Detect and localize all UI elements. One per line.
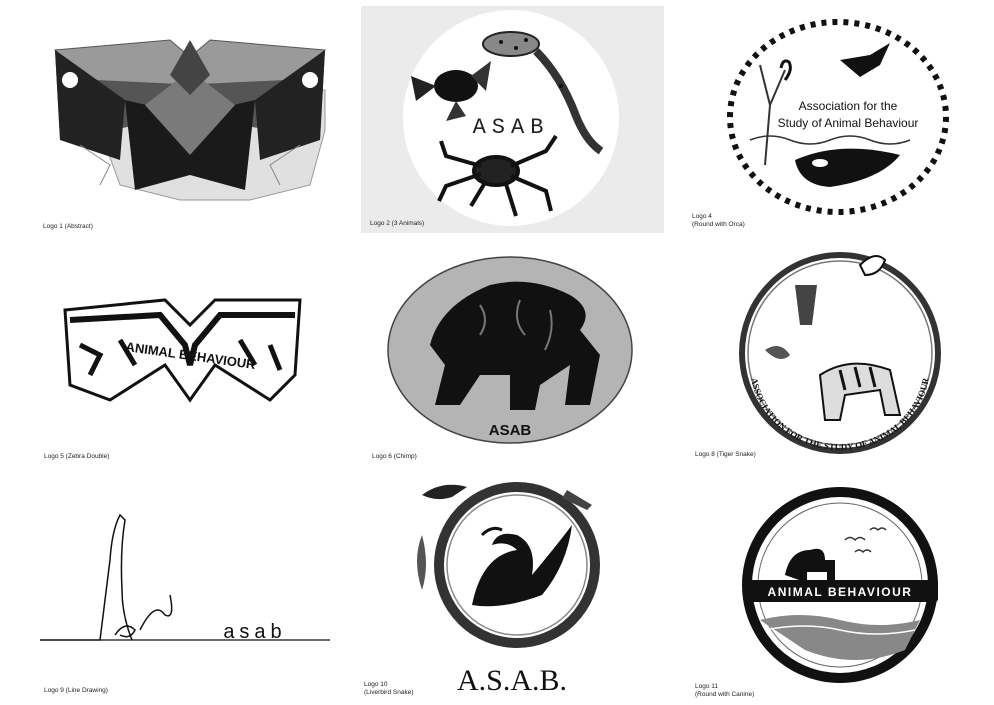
logo-9-line-drawing: asab Logo 9 (Line Drawing) — [40, 500, 340, 700]
bat-icon — [795, 285, 817, 325]
logo-5-zebra-double: ANIMAL BEHAVIOUR Logo 5 (Zebra Double) — [40, 285, 340, 465]
hummingbird-icon — [765, 346, 790, 359]
logo-4-caption: Logo 4 (Round with Orca) — [692, 213, 745, 229]
crow-icon — [422, 484, 467, 500]
logo-1-abstract: Logo 1 (Abstract) — [40, 35, 340, 230]
logo-1-graphic — [53, 39, 327, 201]
snail-icon — [114, 625, 136, 638]
logo-2-graphic: ASAB — [403, 10, 619, 226]
logo-1-caption: Logo 1 (Abstract) — [43, 223, 93, 230]
giraffe-icon — [40, 513, 133, 641]
logo-11-caption: Logo 11 (Round with Canine) — [695, 683, 754, 699]
logo-5-caption: Logo 5 (Zebra Double) — [44, 453, 110, 460]
logo-6-chimp: ASAB Logo 6 (Chimp) — [370, 255, 660, 465]
logo-2-caption: Logo 2 (3 Animals) — [370, 220, 425, 227]
logo-10-caption-line2: (Liverbird Snake) — [364, 689, 414, 696]
gecko-icon — [482, 31, 604, 155]
logo-10-graphic: A.S.A.B. — [417, 482, 600, 697]
logo-10-caption-line1: Logo 10 — [364, 681, 388, 688]
tarantula-icon — [437, 134, 558, 217]
logo-10-caption: Logo 10 (Liverbird Snake) — [364, 681, 414, 697]
canine-icon — [785, 548, 835, 580]
logo-4-caption-line1: Logo 4 — [692, 213, 712, 220]
liverbird-icon — [472, 525, 572, 607]
logo-8-graphic: ASSOCIATION FOR THE STUDY OF ANIMAL BEHA… — [739, 252, 941, 454]
logo-6-text: ASAB — [489, 422, 532, 439]
logo-4-graphic: Association for the Study of Animal Beha… — [727, 19, 949, 215]
bird-icon — [840, 43, 890, 77]
logo-11-graphic: ANIMAL BEHAVIOUR — [742, 487, 938, 683]
logo-4-round-orca: Association for the Study of Animal Beha… — [690, 15, 970, 235]
tiger-icon — [818, 362, 902, 421]
logo-2-text: ASAB — [473, 115, 550, 140]
logo-11-caption-line2: (Round with Canine) — [695, 691, 755, 698]
logo-9-graphic: asab — [40, 513, 330, 643]
logo-4-caption-line2: (Round with Orca) — [692, 221, 745, 228]
logo-10-liverbird-snake: A.S.A.B. Logo 10 (Liverbird Snake) — [362, 475, 662, 700]
fish-icon — [417, 535, 426, 590]
birds-icon — [844, 527, 887, 554]
goldfish-icon — [411, 61, 491, 121]
logo-6-graphic: ASAB — [387, 256, 633, 444]
logo-8-caption: Logo 8 (Tiger Snake) — [695, 451, 756, 458]
grasshopper-icon — [562, 490, 592, 510]
bird-outline-icon — [139, 594, 173, 631]
logo-10-text: A.S.A.B. — [457, 664, 567, 697]
logo-2-three-animals: ASAB Logo 2 (3 Animals) — [361, 6, 664, 233]
logo-9-text: asab — [223, 621, 286, 643]
logo-11-text: ANIMAL BEHAVIOUR — [768, 585, 913, 599]
logo-11-caption-line1: Logo 11 — [695, 683, 719, 690]
logo-9-caption: Logo 9 (Line Drawing) — [44, 687, 108, 694]
orca-icon — [795, 148, 900, 187]
logo-4-text-line1: Association for the — [799, 99, 898, 113]
logo-5-graphic: ANIMAL BEHAVIOUR — [63, 298, 302, 403]
logo-6-caption: Logo 6 (Chimp) — [372, 453, 417, 460]
logo-4-text-line2: Study of Animal Behaviour — [778, 116, 919, 130]
chimp-icon — [430, 281, 600, 410]
logo-8-tiger-snake: ASSOCIATION FOR THE STUDY OF ANIMAL BEHA… — [690, 245, 970, 465]
logo-11-round-canine: ANIMAL BEHAVIOUR Logo 11 (Round with Can… — [690, 480, 970, 702]
